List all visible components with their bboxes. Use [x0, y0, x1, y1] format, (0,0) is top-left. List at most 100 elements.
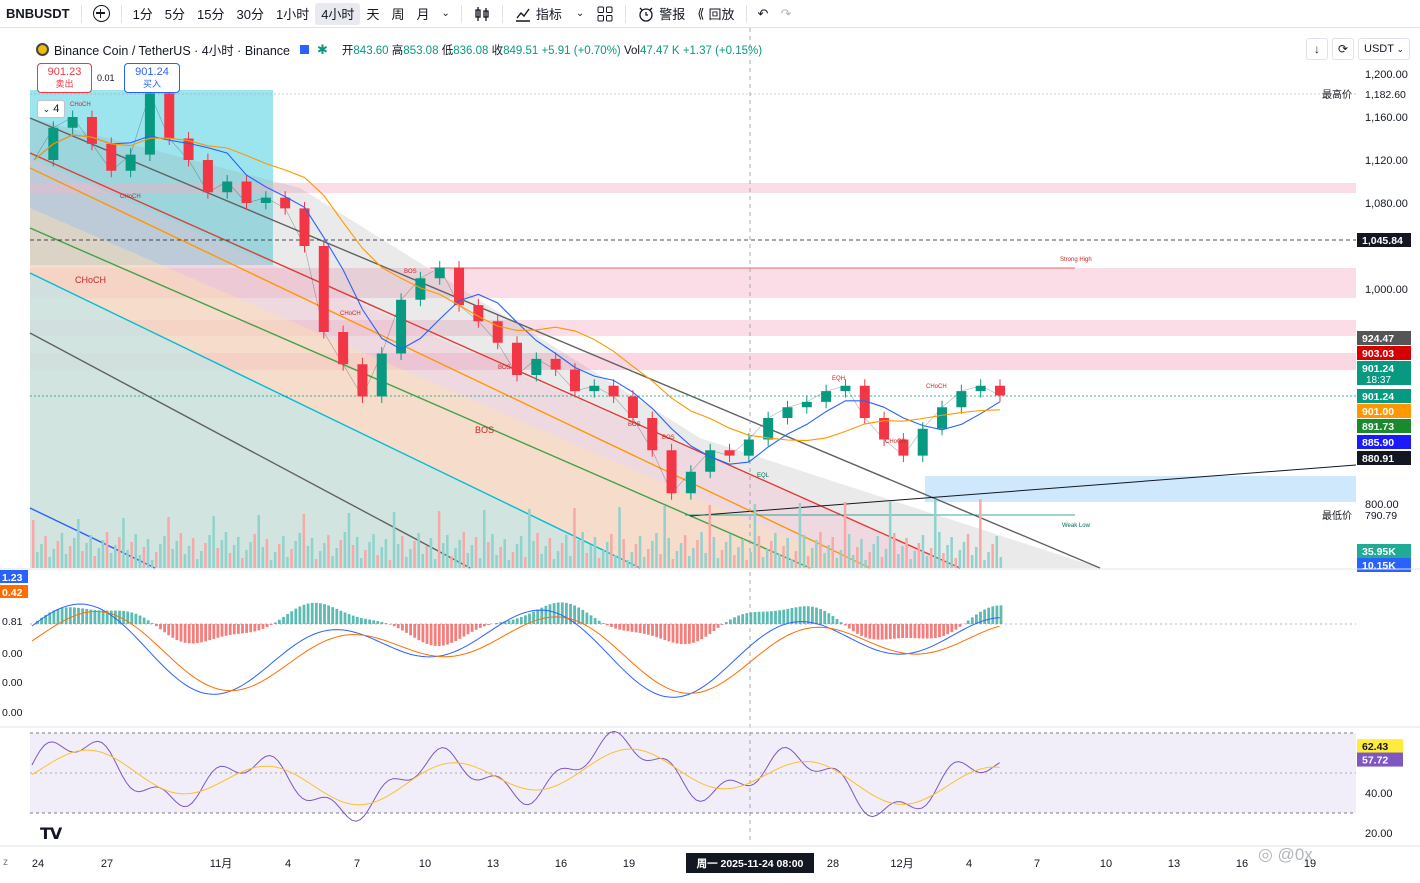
macd-histogram-bar — [589, 615, 593, 624]
add-circle-icon — [92, 5, 110, 22]
macd-histogram-bar — [105, 610, 109, 624]
volume-bar — [483, 510, 486, 568]
volume-bar — [950, 537, 953, 568]
volume-bar — [183, 554, 187, 568]
volume-bar — [921, 535, 925, 568]
interval-1m[interactable]: 1分 — [132, 7, 153, 22]
chevron-down-icon: ⌄ — [1396, 43, 1404, 54]
macd-histogram-bar — [396, 624, 400, 629]
macd-histogram-bar — [634, 624, 638, 633]
macd-histogram-bar — [610, 624, 613, 628]
interval-1h[interactable]: 1小时 — [275, 7, 310, 22]
macd-histogram-bar — [175, 624, 179, 640]
volume-bar — [32, 520, 35, 568]
macd-histogram-bar — [487, 624, 490, 625]
crosshair-time-label: 周一 2025-11-24 08:00 — [697, 858, 804, 870]
interval-month[interactable]: 月 — [416, 7, 430, 22]
price-tick-label: 1,160.00 — [1365, 112, 1408, 124]
macd-histogram-bar — [536, 609, 540, 624]
undo-button[interactable]: ↶ — [752, 0, 775, 28]
volume-bar — [815, 540, 818, 568]
volume-bar — [610, 534, 613, 568]
interval-5m[interactable]: 5分 — [164, 7, 186, 22]
interval-15m[interactable]: 15分 — [197, 7, 225, 22]
redo-icon: ↷ — [780, 5, 792, 21]
macd-histogram-bar — [593, 618, 597, 624]
macd-histogram-bar — [929, 624, 933, 639]
indicators-button[interactable]: 指标 ⌄ — [508, 0, 590, 28]
macd-histogram-bar — [601, 623, 605, 624]
volume-bar — [507, 560, 511, 568]
macd-histogram-bar — [388, 624, 392, 625]
redo-button[interactable]: ↷ — [774, 0, 797, 28]
macd-histogram-bar — [167, 624, 171, 636]
currency-select[interactable]: USDT ⌄ — [1358, 38, 1410, 60]
rsi-value-label: 57.72 — [1362, 755, 1388, 767]
interval-week[interactable]: 周 — [391, 7, 405, 22]
interval-4h[interactable]: 4小时 — [315, 2, 361, 25]
add-symbol-button[interactable] — [87, 0, 116, 28]
volume-bar — [888, 501, 892, 568]
volume-bar — [942, 553, 945, 568]
crosshair-time-badge — [686, 853, 814, 873]
layouts-button[interactable] — [590, 0, 620, 28]
sell-button[interactable]: 901.23 卖出 — [37, 63, 92, 93]
volume-bar — [159, 544, 162, 568]
volume-bar — [614, 555, 617, 568]
macd-histogram-bar — [970, 617, 974, 624]
macd-histogram-bar — [216, 624, 220, 638]
indicator-collapse-button[interactable]: ⌄ 4 — [37, 100, 65, 118]
spread-value: 0.01 — [97, 73, 115, 83]
volume-bar — [741, 539, 744, 568]
macd-histogram-bar — [417, 624, 421, 641]
macd-histogram-bar — [458, 624, 462, 639]
volume-bar — [462, 532, 465, 568]
toolbar-divider — [460, 4, 462, 23]
volume-bar — [593, 537, 597, 568]
candle — [956, 391, 967, 408]
buy-button[interactable]: 901.24 买入 — [124, 63, 180, 93]
macd-histogram-bar — [310, 602, 314, 624]
candle — [280, 197, 291, 209]
price-chart[interactable]: CHoCH CHoCH CHoCH CHoCH BOS BOS BOS BOS BOS EQH CH… — [0, 28, 1420, 883]
volume-bar — [458, 540, 461, 568]
macd-histogram-bar — [979, 611, 982, 624]
price-label: 880.91 — [1362, 453, 1394, 465]
candle — [183, 138, 194, 160]
candle — [299, 208, 310, 246]
scroll-down-button[interactable]: ↓ — [1306, 38, 1328, 60]
macd-histogram-bar — [89, 609, 93, 624]
macd-histogram-bar — [901, 624, 904, 639]
interval-dropdown-button[interactable]: ⌄ — [435, 0, 455, 28]
macd-axis-label: 0.00 — [2, 648, 23, 660]
macd-histogram-bar — [421, 624, 425, 643]
volume-bar — [339, 540, 342, 568]
volume-bar — [109, 553, 113, 568]
macd-histogram-bar — [778, 610, 781, 624]
interval-30m[interactable]: 30分 — [236, 7, 264, 22]
volume-bar — [761, 557, 765, 568]
macd-histogram-bar — [450, 624, 453, 643]
volume-bar — [232, 545, 236, 568]
refresh-button[interactable]: ⟳ — [1332, 38, 1354, 60]
volume-bar — [314, 559, 318, 568]
volume-bar — [548, 538, 552, 568]
structure-label: CHoCH — [70, 102, 91, 108]
symbol-label[interactable]: BNBUSDT — [6, 6, 70, 21]
volume-bar — [622, 539, 625, 568]
alert-button[interactable]: 警报 — [631, 0, 691, 28]
macd-histogram-bar — [101, 610, 105, 624]
chart-type-button[interactable] — [467, 0, 497, 28]
volume-bar — [446, 535, 449, 568]
volume-bar — [114, 545, 117, 568]
macd-histogram-bar — [278, 619, 281, 624]
replay-button[interactable]: ⟪ 回放 — [691, 0, 740, 28]
structure-label: BOS — [662, 435, 675, 441]
macd-histogram-bar — [245, 624, 248, 633]
volume-bar — [388, 560, 392, 568]
macd-histogram-bar — [876, 624, 880, 640]
macd-histogram-bar — [524, 615, 527, 624]
undo-icon: ↶ — [757, 5, 769, 21]
macd-axis-label: 1.23 — [2, 572, 23, 584]
interval-day[interactable]: 天 — [366, 7, 380, 22]
